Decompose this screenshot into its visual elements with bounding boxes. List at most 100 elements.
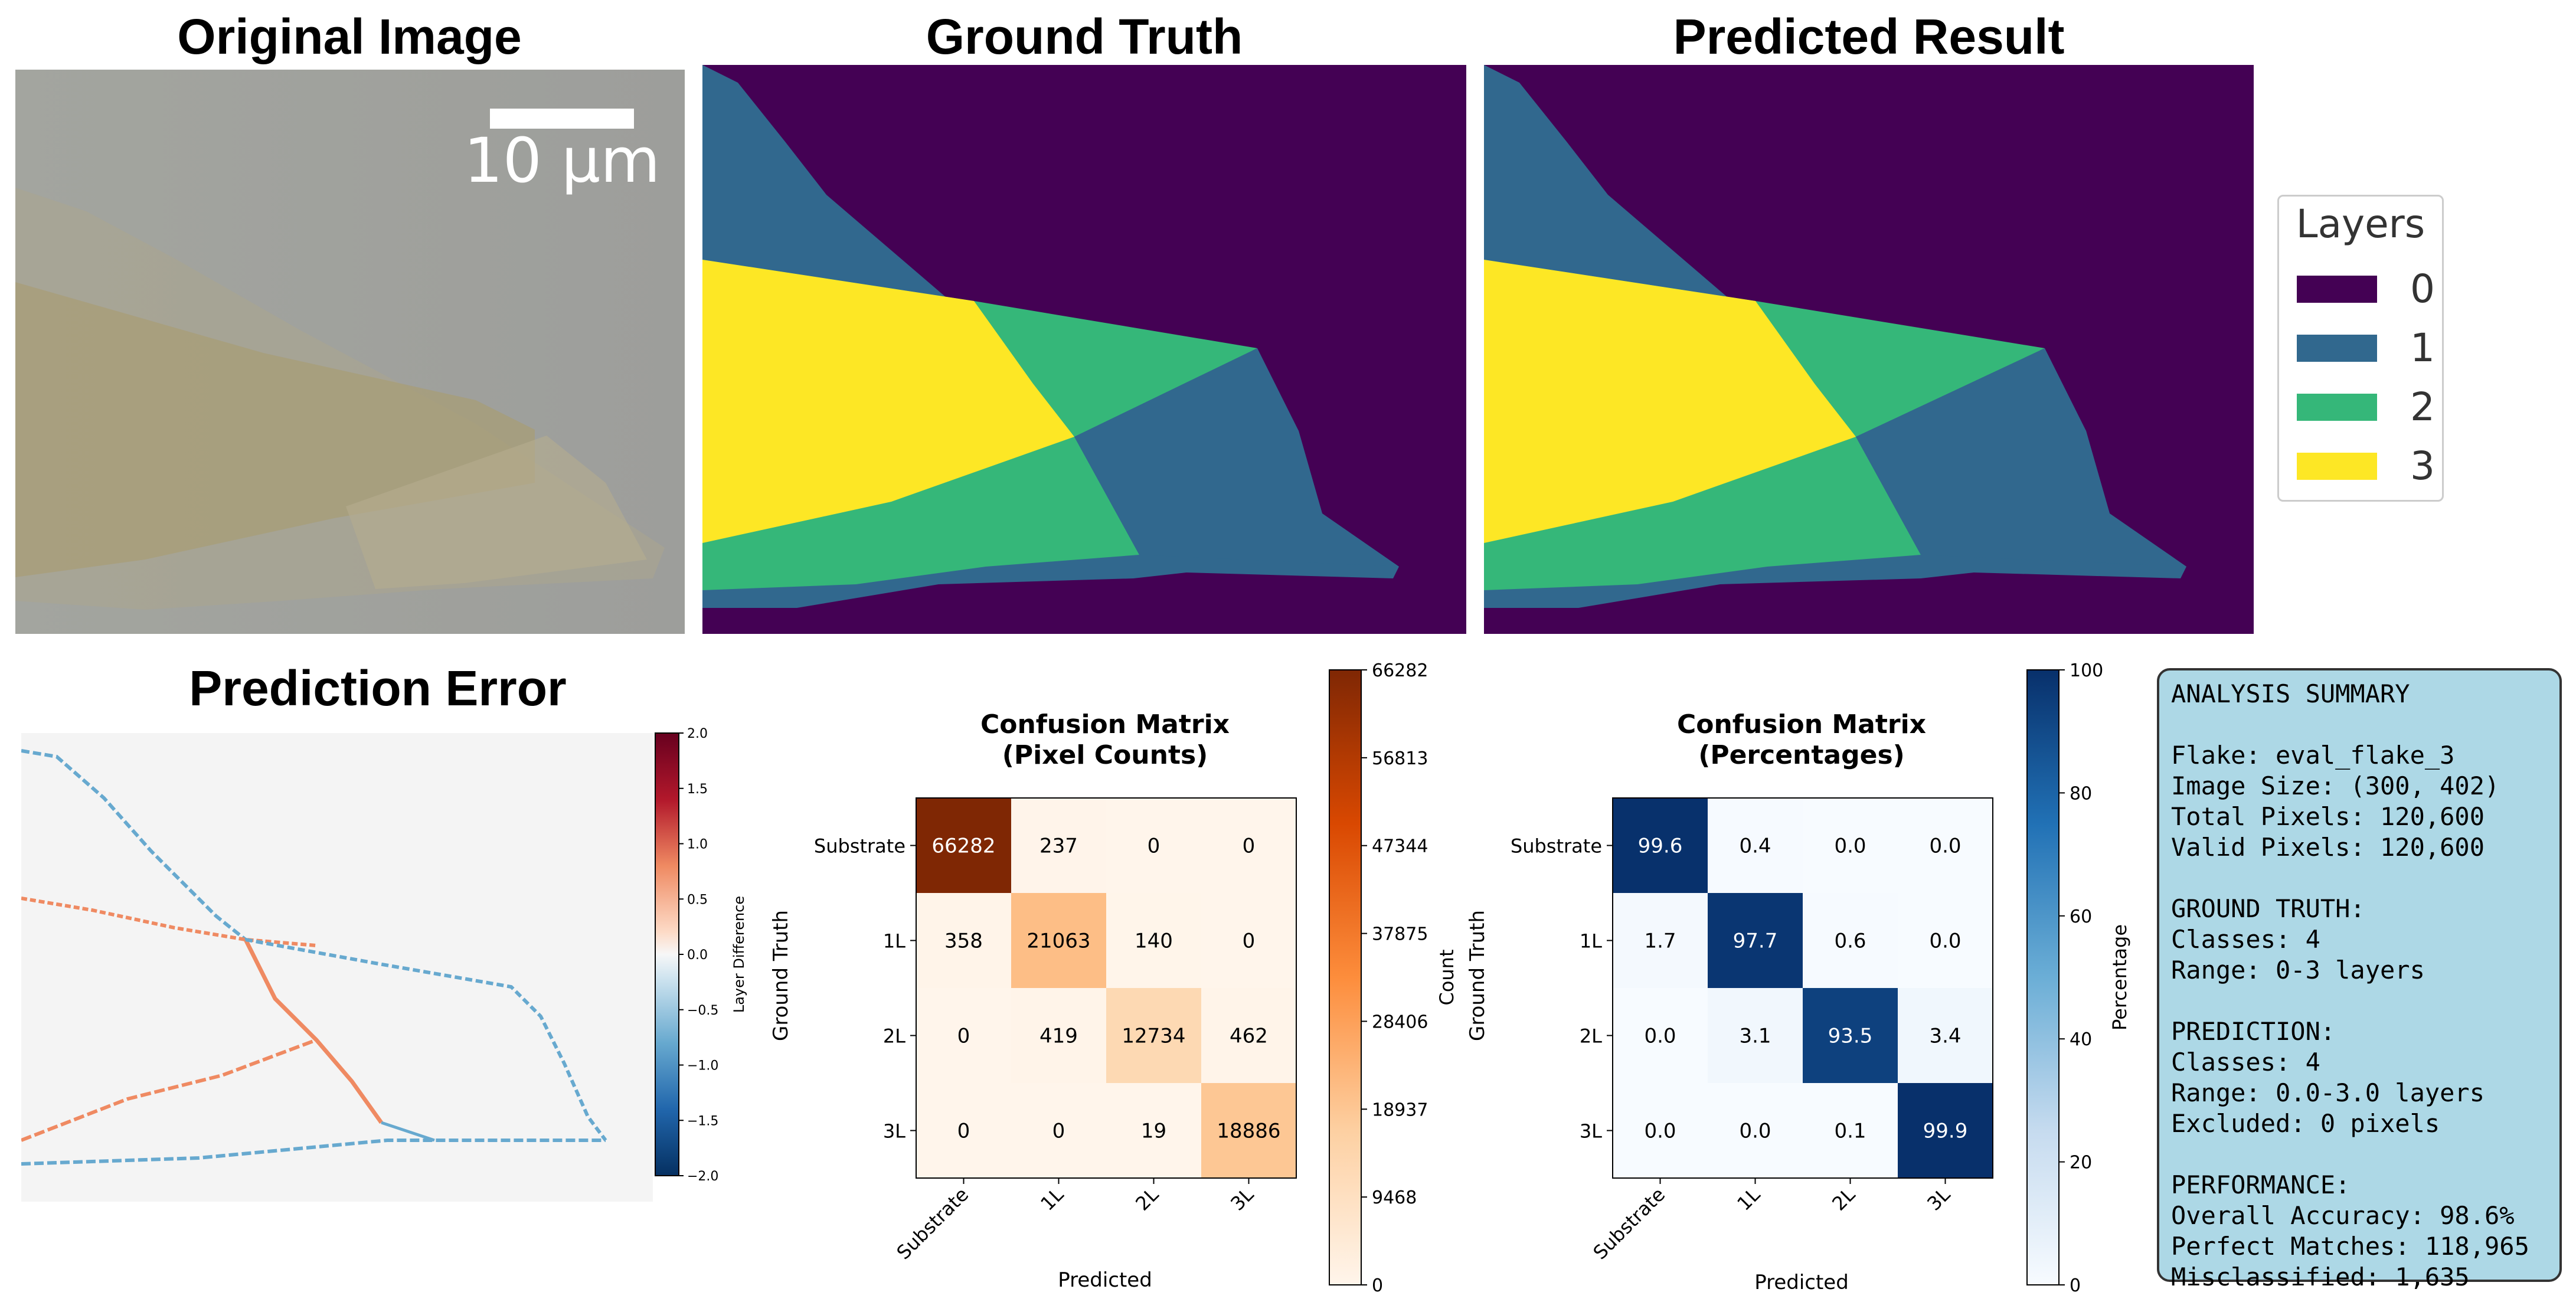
colorbar-tick-label: 20: [2070, 1153, 2092, 1173]
matrix-cell-value: 3.1: [1739, 1025, 1771, 1048]
matrix-cell: [1898, 988, 1993, 1083]
matrix-cell-value: 0.0: [1644, 1120, 1676, 1143]
matrix-cell: [916, 988, 1011, 1083]
colorbar-tick-label: 0: [2070, 1275, 2081, 1296]
matrix-cell-value: 1.7: [1644, 930, 1676, 953]
summary-line: [2171, 986, 2559, 1016]
y-tick-label: 3L: [883, 1120, 905, 1143]
colorbar-tick-label: 40: [2070, 1029, 2092, 1050]
legend-title: Layers: [2296, 201, 2425, 247]
matrix-cell-value: 0: [1148, 835, 1160, 858]
matrix-cell-value: 0.6: [1834, 930, 1866, 953]
matrix-cell: [1803, 1083, 1898, 1178]
matrix-cell: [1106, 988, 1201, 1083]
colorbar-tick-label: 1.5: [687, 782, 708, 797]
colorbar-tick-label: 37875: [1372, 924, 1428, 945]
legend-swatch: [2297, 335, 2377, 362]
predicted-result-title: Predicted Result: [1673, 9, 2065, 64]
matrix-cell: [1106, 893, 1201, 988]
x-tick-label: Substrate: [893, 1183, 973, 1264]
matrix-cell: [1708, 893, 1803, 988]
prediction-error-title: Prediction Error: [189, 660, 567, 716]
matrix-cell: [1708, 988, 1803, 1083]
legend-swatch: [2297, 453, 2377, 480]
matrix-cell-value: 97.7: [1733, 930, 1778, 953]
percent-xlabel: Predicted: [1754, 1271, 1849, 1294]
colorbar-tick-label: 18937: [1372, 1100, 1428, 1120]
matrix-cell: [1613, 988, 1708, 1083]
summary-line: Flake: eval_flake_3: [2171, 741, 2455, 770]
error-colorbar-gradient: [655, 732, 679, 1176]
matrix-cell-value: 66282: [931, 835, 995, 858]
counts-title-line2: (Pixel Counts): [1002, 740, 1208, 770]
gt-layer-1-wedge: [1074, 348, 1399, 567]
matrix-cell-value: 0: [1243, 835, 1256, 858]
matrix-cell-value: 0.0: [1644, 1025, 1676, 1048]
matrix-cell: [1011, 988, 1106, 1083]
matrix-cell: [1201, 988, 1296, 1083]
matrix-cell: [1803, 988, 1898, 1083]
error-edge-red: [21, 1038, 318, 1142]
legend-label: 0: [2410, 266, 2435, 312]
matrix-cell-value: 0: [1052, 1120, 1065, 1143]
y-tick-label: 1L: [883, 930, 905, 953]
summary-line: Misclassified: 1,635: [2171, 1262, 2470, 1291]
error-background: [21, 733, 653, 1202]
colorbar-tick-label: 60: [2070, 907, 2092, 927]
scale-bar-label: 10 µm: [464, 125, 661, 197]
colorbar-tick-label: −0.5: [687, 1003, 718, 1018]
ground-truth-map: [702, 65, 1466, 634]
summary-line: Valid Pixels: 120,600: [2171, 833, 2485, 862]
matrix-cell: [1803, 893, 1898, 988]
y-tick-label: 2L: [883, 1025, 905, 1048]
matrix-cell-value: 358: [944, 930, 983, 953]
percent-colorbar-label: Percentage: [2108, 924, 2131, 1031]
y-tick-label: Substrate: [814, 835, 905, 858]
colorbar-tick-label: 9468: [1372, 1187, 1417, 1208]
y-tick-label: Substrate: [1511, 835, 1602, 858]
error-edge-red: [21, 897, 317, 947]
matrix-cell-value: 0.1: [1834, 1120, 1866, 1143]
summary-line: Classes: 4: [2171, 925, 2320, 954]
matrix-cell: [1898, 1083, 1993, 1178]
matrix-cell: [1898, 798, 1993, 893]
colorbar-tick-label: 80: [2070, 783, 2092, 804]
summary-line: ANALYSIS SUMMARY: [2171, 679, 2410, 708]
percent-colorbar-gradient: [2026, 669, 2060, 1285]
matrix-cell-value: 0.0: [1834, 835, 1866, 858]
matrix-cell: [916, 893, 1011, 988]
summary-line: [2171, 709, 2559, 740]
confusion-matrix-percent: Confusion Matrix (Percentages) 99.6 0.4 0.…: [1466, 661, 2131, 1296]
predicted-map: [1484, 65, 2254, 634]
colorbar-tick-label: −1.5: [687, 1114, 718, 1128]
matrix-cell-value: 0.0: [1929, 835, 1961, 858]
colorbar-tick-label: 28406: [1372, 1012, 1428, 1032]
matrix-cell: [916, 798, 1011, 893]
matrix-cell-value: 237: [1039, 835, 1078, 858]
matrix-cell-value: 18886: [1217, 1120, 1280, 1143]
matrix-cell: [1011, 893, 1106, 988]
matrix-cell: [1803, 798, 1898, 893]
summary-line: [2171, 1139, 2559, 1170]
matrix-cell: [1708, 1083, 1803, 1178]
colorbar-tick-label: 56813: [1372, 748, 1428, 769]
colorbar-tick-label: 2.0: [687, 727, 708, 741]
counts-ylabel: Ground Truth: [769, 910, 793, 1041]
matrix-cell: [1106, 798, 1201, 893]
matrix-cell: [1708, 798, 1803, 893]
summary-line: PERFORMANCE:: [2171, 1170, 2351, 1199]
original-image-title: Original Image: [177, 9, 522, 64]
colorbar-tick-label: 66282: [1372, 661, 1428, 681]
analysis-summary: ANALYSIS SUMMARY Flake: eval_flake_3 Ima…: [2157, 668, 2562, 1291]
colorbar-tick-label: −2.0: [687, 1169, 718, 1184]
colorbar-tick-label: 1.0: [687, 838, 708, 852]
matrix-cell: [1613, 1083, 1708, 1178]
matrix-cell-value: 99.6: [1638, 835, 1683, 858]
x-tick-label: 3L: [1226, 1183, 1258, 1215]
matrix-cell: [1613, 893, 1708, 988]
percent-ylabel: Ground Truth: [1466, 910, 1489, 1041]
ground-truth-title: Ground Truth: [926, 9, 1243, 64]
matrix-cell-value: 0: [957, 1120, 970, 1143]
pred-layer-1-wedge: [1856, 348, 2186, 567]
summary-line: PREDICTION:: [2171, 1017, 2336, 1046]
